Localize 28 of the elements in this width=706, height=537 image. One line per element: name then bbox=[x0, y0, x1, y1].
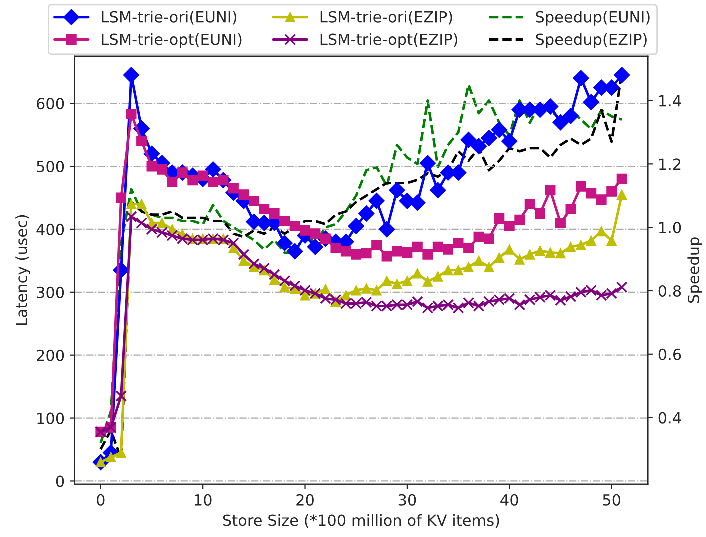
y2-tick-label: 1.4 bbox=[660, 95, 682, 107]
y-tick-label: 200 bbox=[37, 350, 64, 362]
x-tick-label: 20 bbox=[296, 494, 314, 506]
legend-label: LSM-trie-opt(EZIP) bbox=[320, 33, 458, 48]
legend-label: LSM-trie-ori(EZIP) bbox=[320, 11, 452, 25]
legend-label: LSM-trie-ori(EUNI) bbox=[102, 11, 237, 25]
x-tick-label: 30 bbox=[398, 494, 416, 506]
x-tick-label: 50 bbox=[603, 494, 621, 506]
y2-tick-label: 1.0 bbox=[660, 222, 682, 234]
y2-tick-label: 0.4 bbox=[658, 412, 682, 424]
y-tick-label: 300 bbox=[37, 286, 64, 298]
y-tick-label: 500 bbox=[37, 160, 64, 173]
legend-label: Speedup(EZIP) bbox=[536, 33, 647, 48]
legend-label: Speedup(EUNI) bbox=[536, 11, 650, 26]
y-tick-label: 400 bbox=[36, 224, 64, 236]
y2-tick-label: 0.8 bbox=[658, 285, 682, 298]
y2-tick-label: 1.2 bbox=[660, 158, 681, 170]
y2-tick-label: 0.6 bbox=[658, 348, 682, 360]
y-axis-title: Latency (usec) bbox=[16, 215, 30, 326]
y-tick-label: 100 bbox=[38, 412, 64, 424]
y-tick-label: 600 bbox=[37, 98, 64, 110]
y2-axis-title: Speedup bbox=[688, 238, 702, 304]
x-tick-label: 10 bbox=[195, 494, 212, 506]
x-tick-label: 40 bbox=[500, 494, 518, 506]
y-tick-label: 0 bbox=[56, 476, 64, 488]
legend-label: LSM-trie-opt(EUNI) bbox=[102, 33, 242, 48]
x-axis-title: Store Size (*100 million of KV items) bbox=[223, 514, 500, 528]
x-tick-label: 0 bbox=[97, 494, 105, 506]
